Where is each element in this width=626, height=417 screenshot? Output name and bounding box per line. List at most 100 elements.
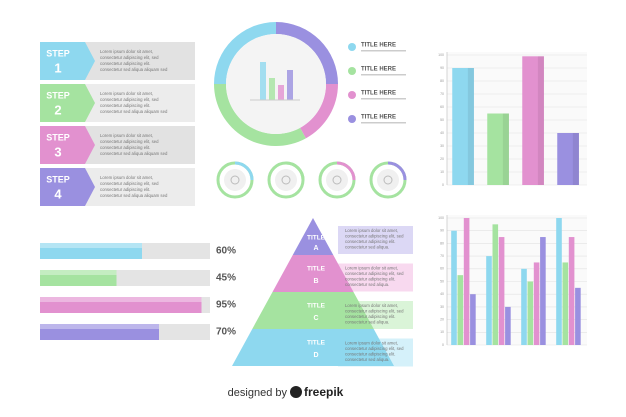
gauge-icon: [230, 175, 240, 185]
step-text: consectetur sed aliqua aliquam sed: [100, 109, 168, 114]
bar: [452, 68, 474, 185]
bar: [492, 224, 499, 345]
legend-label: TITLE HERE: [361, 67, 396, 73]
step-text: consectetur sed aliqua aliquam sed: [100, 193, 168, 198]
pyramid-text: consectetur adipiscing elit, sed: [345, 234, 404, 239]
pyramid-text: consectetur adipiscing elit.: [345, 277, 395, 282]
pyramid-text: consectetur sed aliqua.: [345, 282, 389, 287]
gauge-arc: [285, 161, 305, 181]
step-text: consectetur adipiscing elit, sed: [100, 181, 159, 186]
step-label: STEP: [46, 48, 70, 58]
legend-text-line: [361, 74, 406, 76]
donut-icon-bar: [278, 85, 284, 100]
bar: [562, 262, 569, 345]
donut-icon-bar: [287, 70, 293, 100]
step-text: Lorem ipsum dolor sit amet,: [100, 49, 153, 54]
step-chevron: [40, 168, 95, 206]
step-chevron: [40, 84, 95, 122]
legend-dot: [348, 43, 356, 51]
bar: [556, 218, 562, 345]
step-chevron: [40, 126, 95, 164]
step-label: STEP: [46, 90, 70, 100]
gauge-center: [275, 169, 297, 191]
bar: [527, 281, 534, 345]
bar: [540, 237, 546, 345]
y-tick-label: 30: [440, 144, 444, 148]
footer-brand: freepik: [304, 385, 344, 399]
step-number: 1: [54, 60, 61, 75]
gauge-arc: [234, 161, 254, 181]
pyramid-text: Lorem ipsum dolor sit amet,: [345, 228, 398, 233]
legend-label: TITLE HERE: [361, 91, 396, 97]
pyramid-letter: A: [313, 245, 318, 252]
legend-dot: [348, 67, 356, 75]
pyramid-text: consectetur sed aliqua.: [345, 357, 389, 362]
progress-bar: [40, 243, 142, 259]
step-text: Lorem ipsum dolor sit amet,: [100, 175, 153, 180]
bar: [505, 306, 511, 345]
bar: [521, 268, 527, 345]
pyramid-text: consectetur adipiscing elit, sed: [345, 271, 404, 276]
y-tick-label: 90: [440, 66, 444, 70]
legend-label: TITLE HERE: [361, 43, 396, 49]
bar-shade: [467, 68, 474, 185]
y-tick-label: 70: [440, 254, 444, 258]
bar-shade: [572, 133, 579, 185]
progress-bar: [40, 324, 159, 340]
pyramid-text: Lorem ipsum dolor sit amet,: [345, 266, 398, 271]
gauge-icon: [281, 175, 291, 185]
gauge-center: [224, 169, 246, 191]
progress-shine: [40, 270, 117, 275]
gauge-icon: [332, 175, 342, 185]
bar: [457, 275, 464, 345]
pyramid-text: consectetur sed aliqua.: [345, 320, 389, 325]
pyramid-text: consectetur adipiscing elit.: [345, 314, 395, 319]
donut-segment: [214, 84, 306, 146]
step-label: STEP: [46, 132, 70, 142]
y-tick-label: 60: [440, 267, 444, 271]
y-tick-label: 10: [440, 170, 444, 174]
pyramid-text: consectetur sed aliqua.: [345, 245, 389, 250]
pyramid-letter: D: [313, 352, 318, 359]
pyramid-text: consectetur adipiscing elit.: [345, 239, 395, 244]
gauge-center: [377, 169, 399, 191]
bar-shade: [502, 113, 509, 185]
pyramid-title: TITLE: [307, 266, 326, 273]
y-tick-label: 10: [440, 330, 444, 334]
bar: [568, 237, 575, 345]
donut-segment: [214, 22, 276, 84]
step-text: consectetur sed aliqua aliquam sed: [100, 67, 168, 72]
y-tick-label: 100: [438, 53, 444, 57]
progress-bar: [40, 297, 202, 313]
y-tick-label: 40: [440, 292, 444, 296]
pyramid-text: Lorem ipsum dolor sit amet,: [345, 303, 398, 308]
donut-segment: [276, 22, 338, 84]
step-label: STEP: [46, 174, 70, 184]
bar: [575, 287, 581, 345]
bar: [522, 56, 544, 185]
bar: [557, 133, 579, 185]
gauge-icon: [383, 175, 393, 185]
bar-shade: [537, 56, 544, 185]
bar: [463, 218, 470, 345]
gauge-arc: [387, 161, 407, 181]
pyramid-letter: B: [313, 278, 318, 285]
pyramid-text: consectetur adipiscing elit.: [345, 352, 395, 357]
legend-text-line: [361, 122, 406, 124]
progress-label: 45%: [216, 273, 236, 284]
progress-label: 70%: [216, 327, 236, 338]
step-text: consectetur adipiscing elit.: [100, 145, 150, 150]
step-text: Lorem ipsum dolor sit amet,: [100, 133, 153, 138]
gauge-center: [326, 169, 348, 191]
footer-logo: [290, 386, 302, 398]
bar: [498, 237, 505, 345]
pyramid-band: [252, 292, 374, 329]
pyramid-title: TITLE: [307, 235, 326, 242]
progress-label: 95%: [216, 300, 236, 311]
bar: [487, 113, 509, 185]
step-text: consectetur adipiscing elit, sed: [100, 97, 159, 102]
y-tick-label: 40: [440, 131, 444, 135]
bar: [451, 230, 457, 345]
y-tick-label: 0: [442, 183, 444, 187]
y-tick-label: 100: [438, 216, 444, 220]
